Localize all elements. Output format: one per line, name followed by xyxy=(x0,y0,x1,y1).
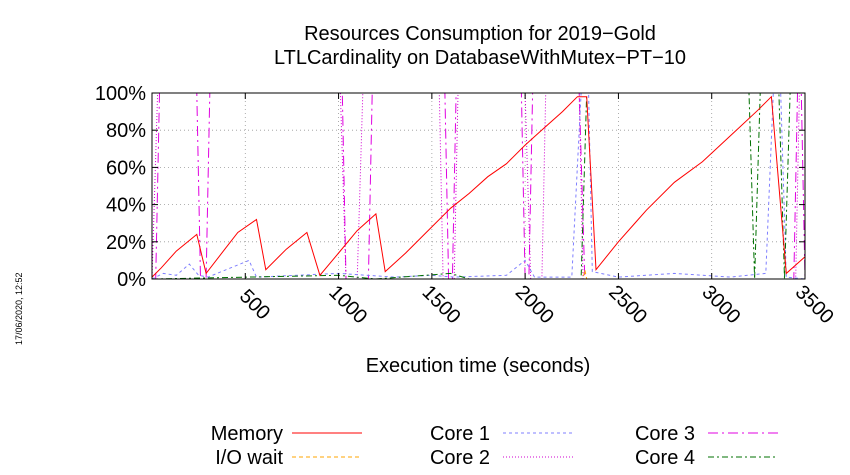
series-layer xyxy=(151,92,806,280)
chart-title: Resources Consumption for 2019−Gold xyxy=(304,23,656,45)
axes: 0% 20% 40% 60% 80% 100% 500 1000 1500 2000 2500 300… xyxy=(95,83,838,328)
x-tick-label: 3500 xyxy=(791,281,838,328)
series-line-core-4 xyxy=(151,92,805,280)
series-line-core-1 xyxy=(151,92,806,280)
plot-frame xyxy=(151,92,806,280)
x-tick-label: 2500 xyxy=(604,281,651,328)
legend-label-core-2: Core 2 xyxy=(430,447,490,469)
legend-label-core-3: Core 3 xyxy=(635,423,695,445)
y-tick-label: 40% xyxy=(106,195,146,217)
y-tick-label: 80% xyxy=(106,120,146,142)
legend-label-i-o-wait: I/O wait xyxy=(215,447,283,469)
chart-subtitle: LTLCardinality on DatabaseWithMutex−PT−1… xyxy=(274,47,686,69)
series-line-core-3 xyxy=(152,92,806,280)
y-tick-label: 60% xyxy=(106,157,146,179)
x-tick-label: 1000 xyxy=(324,281,371,328)
grid xyxy=(152,93,805,279)
legend-label-core-1: Core 1 xyxy=(430,423,490,445)
legend-label-memory: Memory xyxy=(211,423,283,445)
y-tick-label: 0% xyxy=(117,269,146,291)
x-tick-label: 500 xyxy=(235,285,274,324)
x-axis-label: Execution time (seconds) xyxy=(366,355,591,377)
series-line-i-o-wait xyxy=(152,269,805,280)
x-tick-label: 2000 xyxy=(511,281,558,328)
series-line-memory xyxy=(151,95,806,278)
y-tick-label: 20% xyxy=(106,232,146,254)
y-tick-label: 100% xyxy=(95,83,146,105)
series-line-core-2 xyxy=(151,92,805,280)
timestamp: 17/06/2020, 12:52 xyxy=(14,272,24,345)
legend-label-core-4: Core 4 xyxy=(635,447,695,469)
x-tick-label: 3000 xyxy=(697,281,744,328)
x-tick-label: 1500 xyxy=(418,281,465,328)
